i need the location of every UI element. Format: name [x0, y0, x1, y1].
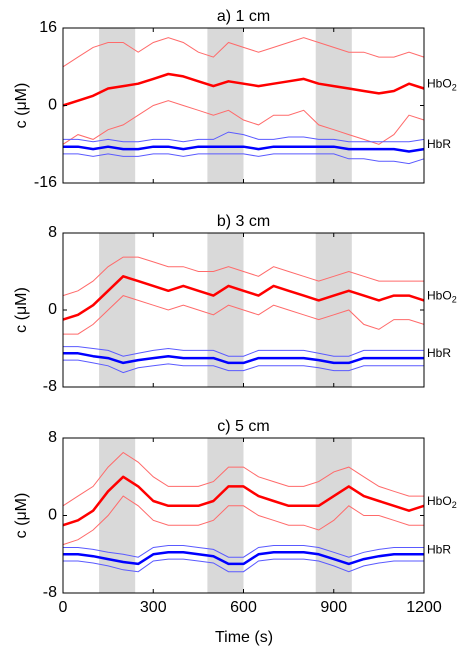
series-hbr-lower-bound [63, 558, 424, 573]
stimulus-block [315, 28, 352, 183]
series-hbo2-upper-bound [62, 37, 425, 68]
panel-title: a) 1 cm [217, 8, 270, 25]
x-tick-label: 900 [320, 599, 347, 616]
series-hbr-mean-line [63, 352, 424, 365]
y-tick-label: 0 [48, 301, 57, 318]
series-hbo2 [62, 451, 425, 546]
series-hbr-upper-bound [63, 131, 425, 143]
series-label-hbo2: HbO2 [427, 494, 457, 510]
series-hbo2 [62, 256, 425, 335]
y-axis-label: c (μM) [13, 287, 30, 333]
x-tick-label: 300 [140, 599, 167, 616]
series-hbr-upper-bound [63, 545, 424, 558]
series-hbo2-mean-line [62, 275, 425, 321]
series-hbr [63, 346, 424, 374]
y-tick-label: 8 [48, 429, 57, 446]
series-label-hbr: HbR [427, 542, 451, 556]
series-hbr [63, 545, 424, 573]
series-label-hbo2: HbO2 [427, 77, 457, 93]
series-hbr-lower-bound [63, 359, 424, 374]
series-hbo2 [62, 37, 425, 145]
x-axis-label: Time (s) [215, 629, 273, 646]
stimulus-block [99, 233, 136, 387]
chart-panel-2: HbO2 HbR 8 0 -8 b) 3 cm c (μM) [13, 213, 457, 395]
stimulus-block [207, 438, 244, 593]
panel-title: c) 5 cm [217, 418, 269, 435]
series-hbo2-upper-bound [62, 256, 424, 297]
series-hbr-lower-bound [63, 153, 425, 165]
series-label-hbr: HbR [427, 137, 451, 151]
stimulus-block [99, 28, 136, 183]
y-tick-label: 0 [48, 507, 57, 524]
series-hbr-mean-line [63, 145, 425, 153]
y-axis-label: c (μM) [13, 83, 30, 129]
y-tick-label: -8 [43, 378, 57, 395]
x-tick-label: 0 [59, 599, 68, 616]
y-tick-label: 0 [48, 97, 57, 114]
y-tick-label: 16 [39, 19, 57, 36]
series-hbr-mean-line [63, 551, 424, 566]
stimulus-block [207, 28, 244, 183]
series-hbo2-upper-bound [62, 451, 424, 507]
chart-panel-1: HbO2 HbR 16 0 -16 a) 1 cm c (μM) [13, 8, 457, 191]
series-hbo2-mean-line [62, 475, 425, 527]
series-hbo2-lower-bound [63, 295, 425, 335]
series-hbr [63, 131, 425, 165]
y-tick-label: 8 [48, 224, 57, 241]
series-label-hbo2: HbO2 [427, 289, 457, 305]
y-tick-label: -8 [43, 584, 57, 601]
stimulus-block [315, 438, 352, 593]
panel-title: b) 3 cm [217, 213, 270, 230]
stimulus-block [99, 438, 136, 593]
series-hbo2-lower-bound [62, 495, 424, 546]
y-tick-label: -16 [34, 174, 57, 191]
series-hbo2-mean-line [62, 72, 425, 107]
series-label-hbr: HbR [427, 346, 451, 360]
x-tick-label: 1200 [406, 599, 442, 616]
series-hbr-upper-bound [63, 346, 424, 357]
series-hbo2-lower-bound [62, 100, 425, 145]
x-tick-label: 600 [230, 599, 257, 616]
y-axis-label: c (μM) [13, 493, 30, 539]
